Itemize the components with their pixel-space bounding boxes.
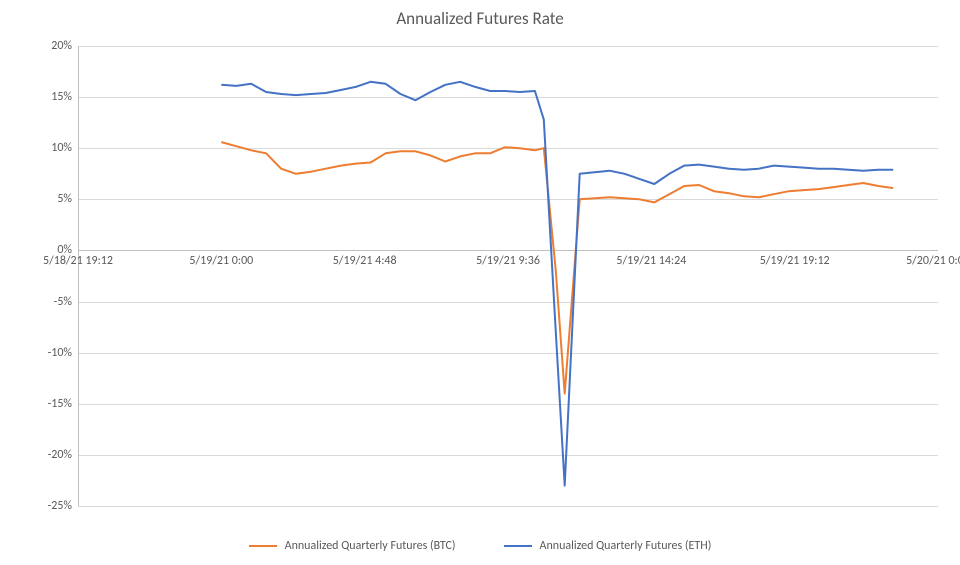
y-tick-label: 20% bbox=[51, 39, 78, 53]
y-tick-label: -15% bbox=[48, 397, 78, 411]
legend-label: Annualized Quarterly Futures (ETH) bbox=[540, 539, 712, 553]
legend-item: Annualized Quarterly Futures (BTC) bbox=[249, 539, 456, 553]
y-tick-label: -5% bbox=[54, 295, 78, 309]
legend-swatch bbox=[249, 545, 277, 547]
y-tick-label: -25% bbox=[48, 499, 78, 513]
legend: Annualized Quarterly Futures (BTC) Annual… bbox=[0, 537, 960, 553]
plot-area: 20%15%10%5%0%-5%-10%-15%-20%-25%5/18/21 … bbox=[78, 46, 938, 506]
legend-item: Annualized Quarterly Futures (ETH) bbox=[504, 539, 712, 553]
legend-label: Annualized Quarterly Futures (BTC) bbox=[285, 539, 456, 553]
y-tick-label: 5% bbox=[57, 192, 78, 206]
series-svg bbox=[78, 46, 938, 506]
y-tick-label: -10% bbox=[48, 346, 78, 360]
gridline bbox=[78, 506, 938, 507]
chart-container: Annualized Futures Rate 20%15%10%5%0%-5%… bbox=[0, 0, 960, 565]
y-tick-label: -20% bbox=[48, 448, 78, 462]
y-tick-label: 10% bbox=[51, 141, 78, 155]
legend-swatch bbox=[504, 545, 532, 547]
chart-title: Annualized Futures Rate bbox=[0, 8, 960, 29]
y-tick-label: 15% bbox=[51, 90, 78, 104]
